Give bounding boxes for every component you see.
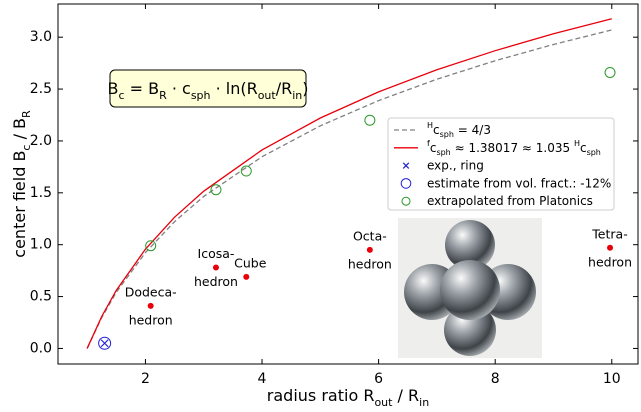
marker-dot <box>147 302 154 309</box>
photo <box>398 218 542 358</box>
marker-dot <box>243 273 250 280</box>
text-part: sph <box>191 89 211 102</box>
point-label: Icosa- <box>198 246 235 261</box>
text-part: radius ratio <box>267 386 364 405</box>
point-label: hedron <box>129 312 173 327</box>
text-part: sph <box>436 148 450 157</box>
text-part: = 4/3 <box>454 123 491 137</box>
text-part: /R <box>276 79 293 98</box>
legend-label: fcsph ≈ 1.38017 ≈ 1.035 Hcsph <box>427 139 601 157</box>
text-part: B <box>10 118 29 129</box>
y-tick-label: 1.0 <box>30 237 52 253</box>
x-axis-label: radius ratio Rout / Rin <box>267 386 429 409</box>
formula: Bc = BR · csph · ln(Rout/Rin) <box>107 79 308 102</box>
y-tick-label: 0.0 <box>30 340 52 356</box>
marker-circle <box>210 184 222 196</box>
text-part: · ln(R <box>211 79 258 98</box>
text-part: in <box>292 89 302 102</box>
text-part: in <box>419 396 429 409</box>
text-part: R <box>363 386 374 405</box>
text-part: f <box>427 139 430 148</box>
formula-box <box>109 69 307 108</box>
y-tick-label: 2.5 <box>30 81 52 97</box>
text-part: sph <box>587 148 601 157</box>
text-part: R <box>408 386 419 405</box>
text-part: extrapolated from Platonics <box>427 194 593 208</box>
text-part: out <box>374 396 393 409</box>
text-part: R <box>159 89 167 102</box>
text-part: B <box>107 79 118 98</box>
marker-circle <box>145 240 157 252</box>
marker-dot <box>607 244 614 251</box>
text-part: H <box>574 139 580 148</box>
marker-circle <box>364 114 376 126</box>
point-label: Dodeca- <box>125 284 177 299</box>
marker-dot <box>212 264 219 271</box>
y-tick-label: 1.5 <box>30 185 52 201</box>
legend-label: extrapolated from Platonics <box>427 194 593 208</box>
x-tick-label: 6 <box>374 371 383 387</box>
text-part: H <box>427 121 433 130</box>
text-part: R <box>20 110 33 118</box>
text-part: c <box>430 140 437 154</box>
legend-label: estimate from vol. fract.: -12% <box>427 176 611 190</box>
marker-circle <box>604 66 616 78</box>
legend-label: exp., ring <box>427 158 484 172</box>
marker-circle <box>400 178 412 189</box>
text-part: center field <box>10 162 29 258</box>
x-tick-label: 4 <box>258 371 267 387</box>
point-label: Tetra- <box>591 226 627 241</box>
text-part: ≈ 1.38017 ≈ 1.035 <box>451 140 574 154</box>
text-part: = B <box>125 79 160 98</box>
text-part: sph <box>440 130 454 139</box>
y-tick-label: 0.5 <box>30 289 52 305</box>
text-part: B <box>10 151 29 162</box>
marker-circle <box>240 165 252 177</box>
text-part: / <box>392 386 408 405</box>
marker-x <box>100 339 109 348</box>
point-label: hedron <box>194 274 238 289</box>
marker-dot <box>366 246 373 253</box>
point-label: hedron <box>348 256 392 271</box>
text-part: c <box>433 123 440 137</box>
x-tick-label: 2 <box>141 371 150 387</box>
plot-frame <box>57 3 639 365</box>
text-part: c <box>580 140 587 154</box>
x-tick-label: 8 <box>491 371 500 387</box>
point-label: Cube <box>234 255 267 270</box>
text-part: · c <box>167 79 191 98</box>
series-line <box>86 29 612 349</box>
text-part: exp., ring <box>427 158 484 172</box>
text-part: c <box>118 89 124 102</box>
text-part: / <box>10 129 29 145</box>
marker-circle <box>401 196 411 206</box>
series-line <box>86 18 612 349</box>
marker-circle <box>98 336 112 350</box>
text-part: estimate from vol. fract.: -12% <box>427 176 611 190</box>
y-tick-label: 2.0 <box>30 133 52 149</box>
text-part: out <box>258 89 277 102</box>
text-part: c <box>20 144 33 150</box>
y-tick-label: 3.0 <box>30 29 52 45</box>
marker-x <box>402 162 410 169</box>
text-part: ) <box>302 79 308 98</box>
y-axis-label: center field Bc / BR <box>10 110 33 258</box>
x-tick-label: 10 <box>603 371 621 387</box>
legend-label: Hcsph = 4/3 <box>427 121 491 139</box>
point-label: Octa- <box>353 228 387 243</box>
point-label: hedron <box>588 254 632 269</box>
legend-frame <box>387 117 615 211</box>
